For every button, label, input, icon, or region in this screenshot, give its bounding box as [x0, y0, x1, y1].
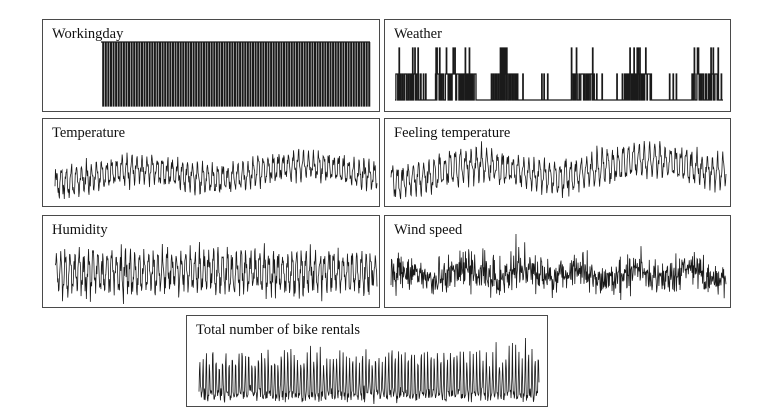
humidity-plot [54, 241, 378, 305]
working-series-line [101, 41, 371, 107]
humidity-title: Humidity [52, 222, 108, 238]
total-series-line [198, 337, 540, 405]
humid-series-line [54, 241, 378, 305]
feeling-temperature-panel: Feeling temperature [384, 118, 731, 207]
temperature-panel: Temperature [42, 118, 380, 207]
feel-series-line [390, 140, 727, 200]
total-rentals-panel: Total number of bike rentals [186, 315, 548, 407]
temperature-title: Temperature [52, 125, 126, 141]
weather-title: Weather [394, 26, 442, 42]
total-rentals-title: Total number of bike rentals [196, 322, 361, 338]
weather-series-line [395, 47, 723, 101]
wind-speed-panel: Wind speed [384, 215, 731, 308]
wind-speed-plot [390, 233, 727, 301]
total-rentals-plot [198, 337, 540, 405]
feeling-temperature-plot [390, 140, 727, 200]
weather-plot [395, 47, 723, 101]
humidity-panel: Humidity [42, 215, 380, 308]
workingday-title: Workingday [52, 26, 124, 42]
workingday-panel: Workingday [42, 19, 380, 112]
feeling-temperature-title: Feeling temperature [394, 125, 511, 141]
temp-series-line [54, 148, 378, 200]
workingday-plot [101, 41, 371, 107]
temperature-plot [54, 148, 378, 200]
wind-series-line [390, 233, 727, 301]
weather-panel: Weather [384, 19, 731, 112]
wind-speed-title: Wind speed [394, 222, 463, 238]
